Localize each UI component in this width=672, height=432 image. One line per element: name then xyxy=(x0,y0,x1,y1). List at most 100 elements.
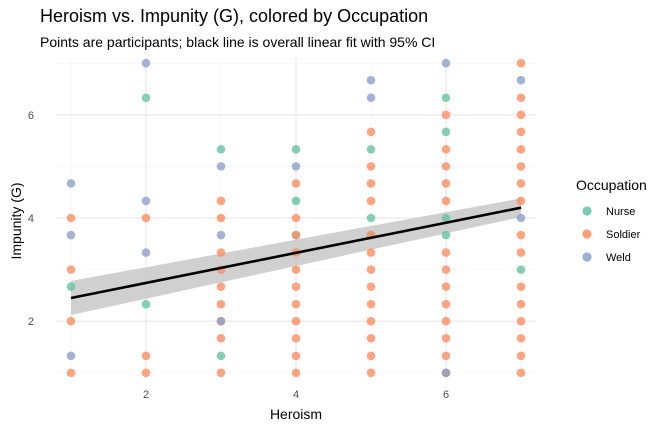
soldier-point-1 xyxy=(66,213,76,223)
x-tick-labels: 2 4 6 xyxy=(143,389,449,401)
soldier-point-33 xyxy=(366,248,376,257)
x-tick-label-4: 4 xyxy=(293,389,299,401)
weld-point-11 xyxy=(366,75,376,85)
soldier-point-55 xyxy=(516,93,526,103)
legend-label-nurse: Nurse xyxy=(606,206,635,218)
y-tick-label-6: 6 xyxy=(28,110,34,122)
soldier-point-16 xyxy=(216,368,226,378)
weld-point-1 xyxy=(66,179,76,188)
soldier-point-65 xyxy=(516,299,526,309)
nurse-point-13 xyxy=(441,127,451,137)
soldier-point-15 xyxy=(216,333,226,343)
soldier-point-45 xyxy=(441,196,451,206)
soldier-point-12 xyxy=(216,282,226,291)
soldier-point-57 xyxy=(516,127,526,137)
soldier-point-17 xyxy=(291,179,301,188)
nurse-point-2 xyxy=(141,93,151,103)
legend-title: Occupation xyxy=(576,177,647,193)
nurse-point-14 xyxy=(441,213,451,223)
legend-label-soldier: Soldier xyxy=(606,229,641,241)
soldier-point-51 xyxy=(441,333,451,343)
nurse-point-15 xyxy=(441,230,451,240)
soldier-point-9 xyxy=(216,213,226,223)
chart-subtitle: Points are participants; black line is o… xyxy=(40,34,435,50)
nurse-point-12 xyxy=(441,93,451,103)
soldier-point-49 xyxy=(441,299,451,309)
y-tick-label-4: 4 xyxy=(28,213,34,225)
soldier-point-64 xyxy=(516,282,526,291)
soldier-point-6 xyxy=(141,351,151,361)
soldier-point-27 xyxy=(291,368,301,378)
weld-point-4 xyxy=(141,58,151,68)
soldier-point-67 xyxy=(516,333,526,343)
soldier-point-30 xyxy=(366,179,376,188)
fit-line xyxy=(70,206,522,300)
nurse-point-9 xyxy=(366,145,376,154)
soldier-point-38 xyxy=(366,333,376,343)
soldier-point-31 xyxy=(366,196,376,206)
x-tick-label-6: 6 xyxy=(443,389,449,401)
weld-point-3 xyxy=(66,351,76,361)
soldier-point-43 xyxy=(441,162,451,171)
soldier-point-19 xyxy=(291,230,301,240)
soldier-point-44 xyxy=(441,179,451,188)
nurse-point-7 xyxy=(291,196,301,206)
soldier-point-39 xyxy=(366,351,376,361)
soldier-point-47 xyxy=(441,265,451,274)
soldier-point-3 xyxy=(66,316,76,326)
soldier-point-28 xyxy=(366,127,376,137)
soldier-point-18 xyxy=(291,213,301,223)
weld-point-2 xyxy=(66,230,76,240)
soldier-point-48 xyxy=(441,282,451,291)
y-tick-labels: 2 4 6 xyxy=(28,110,34,328)
soldier-point-2 xyxy=(66,265,76,274)
nurse-point-1 xyxy=(66,282,76,291)
nurse-point-16 xyxy=(516,265,526,274)
soldier-point-56 xyxy=(516,110,526,120)
weld-point-16 xyxy=(516,213,526,223)
soldier-point-68 xyxy=(516,351,526,361)
nurse-point-3 xyxy=(141,299,151,309)
soldier-point-69 xyxy=(516,368,526,378)
soldier-point-41 xyxy=(441,110,451,120)
legend-key-nurse xyxy=(582,206,592,216)
soldier-point-61 xyxy=(516,196,526,206)
soldier-point-34 xyxy=(366,265,376,274)
nurse-point-5 xyxy=(216,351,226,361)
soldier-point-59 xyxy=(516,162,526,171)
soldier-point-4 xyxy=(66,368,76,378)
fit-line-layer xyxy=(70,206,522,300)
soldier-point-42 xyxy=(441,145,451,154)
weld-point-9 xyxy=(216,316,226,326)
weld-point-10 xyxy=(291,162,301,171)
soldier-point-23 xyxy=(291,299,301,309)
nurse-point-4 xyxy=(216,145,226,154)
soldier-point-22 xyxy=(291,282,301,291)
soldier-point-8 xyxy=(216,196,226,206)
y-axis-label: Impunity (G) xyxy=(8,182,24,259)
weld-point-14 xyxy=(441,368,451,378)
soldier-point-7 xyxy=(141,368,151,378)
soldier-point-10 xyxy=(216,248,226,257)
weld-point-8 xyxy=(216,230,226,240)
soldier-point-54 xyxy=(516,58,526,68)
soldier-point-50 xyxy=(441,316,451,326)
x-axis-label: Heroism xyxy=(270,406,322,422)
weld-point-13 xyxy=(441,58,451,68)
soldier-point-66 xyxy=(516,316,526,326)
points-layer xyxy=(66,58,526,378)
legend-key-weld xyxy=(582,252,592,262)
x-tick-label-2: 2 xyxy=(143,389,149,401)
weld-point-12 xyxy=(366,93,376,103)
soldier-point-36 xyxy=(366,299,376,309)
soldier-point-26 xyxy=(291,351,301,361)
weld-point-6 xyxy=(141,248,151,257)
soldier-point-58 xyxy=(516,145,526,154)
nurse-point-10 xyxy=(366,213,376,223)
weld-point-15 xyxy=(516,75,526,85)
legend: Occupation Nurse Soldier Weld xyxy=(576,177,647,264)
soldier-point-13 xyxy=(216,299,226,309)
soldier-point-40 xyxy=(366,368,376,378)
soldier-point-21 xyxy=(291,265,301,274)
soldier-point-37 xyxy=(366,316,376,326)
